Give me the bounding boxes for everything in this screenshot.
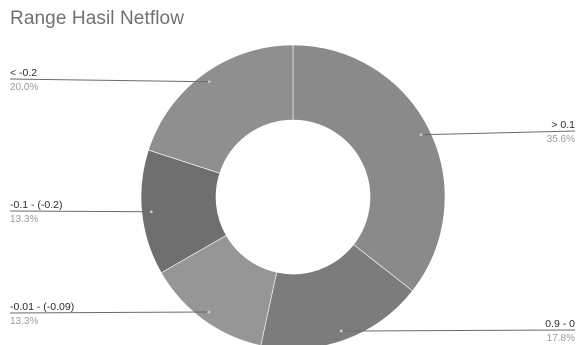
slice-label: -0.1 - (-0.2) [10,199,63,211]
leader-line [9,311,209,314]
slice-label: > 0.1 [551,119,575,131]
leader-line [9,210,152,213]
chart-title: Range Hasil Netflow [10,8,185,29]
leader-dot [207,80,211,84]
leader-dot [149,210,153,214]
slice-label: -0.01 - (-0.09) [10,301,74,313]
slice-percent: 13.3% [10,316,38,327]
donut-slice [292,44,446,292]
leader-dot [207,310,211,314]
slice-label: 0.9 - 0 [545,318,575,330]
leader-line [421,130,576,136]
slice-percent: 17.8% [547,333,575,344]
donut-slice [260,244,413,345]
slice-percent: 13.3% [10,214,38,225]
leader-dot [419,133,423,137]
slice-percent: 20.0% [10,82,38,93]
donut-slice [148,44,294,174]
slice-percent: 35.6% [547,134,575,145]
leader-line [341,329,576,332]
leader-dot [339,329,343,333]
leader-line [9,78,210,83]
slice-label: < -0.2 [10,67,37,79]
